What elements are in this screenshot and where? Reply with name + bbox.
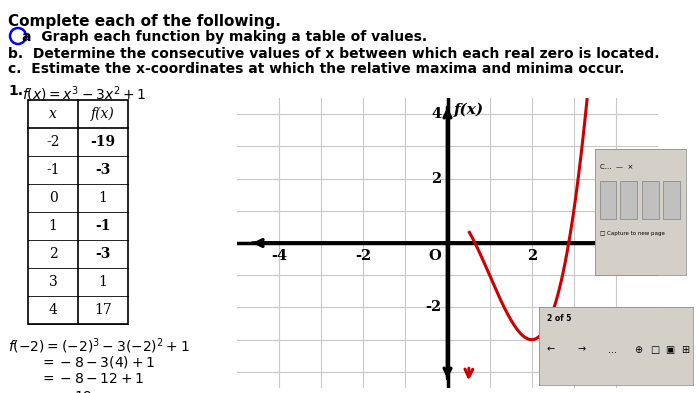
Text: 2: 2: [48, 247, 57, 261]
Text: 4: 4: [48, 303, 57, 317]
Text: 1.: 1.: [8, 84, 23, 98]
Text: 2: 2: [431, 172, 441, 185]
FancyBboxPatch shape: [643, 181, 659, 219]
FancyBboxPatch shape: [599, 181, 616, 219]
Text: x: x: [648, 250, 657, 263]
Bar: [28, 100, 128, 324]
Text: a  Graph each function by making a table of values.: a Graph each function by making a table …: [22, 30, 427, 44]
Text: -2: -2: [425, 300, 441, 314]
Text: -1: -1: [46, 163, 60, 177]
Text: $f(-2) = (-2)^3-3(-2)^2+1$: $f(-2) = (-2)^3-3(-2)^2+1$: [8, 336, 190, 356]
Text: ⊕: ⊕: [634, 345, 643, 355]
Text: 1: 1: [99, 275, 107, 289]
Text: $= -8 -3(4)+1$: $= -8 -3(4)+1$: [40, 354, 155, 370]
Text: $f(x) = x^3 - 3x^2 + 1$: $f(x) = x^3 - 3x^2 + 1$: [22, 84, 146, 104]
Text: 0: 0: [48, 191, 57, 205]
Text: -3: -3: [95, 247, 111, 261]
Text: 3: 3: [48, 275, 57, 289]
Text: c.  Estimate the x-coordinates at which the relative maxima and minima occur.: c. Estimate the x-coordinates at which t…: [8, 62, 624, 76]
Text: C...  —  ×: C... — ×: [599, 164, 633, 171]
Text: -19: -19: [90, 135, 116, 149]
Text: 17: 17: [94, 303, 112, 317]
Text: ...: ...: [608, 345, 617, 355]
Text: ←: ←: [547, 345, 555, 355]
FancyBboxPatch shape: [664, 181, 680, 219]
Text: 4: 4: [431, 107, 441, 121]
Text: Complete each of the following.: Complete each of the following.: [8, 14, 281, 29]
Text: -2: -2: [355, 250, 372, 263]
FancyBboxPatch shape: [620, 181, 637, 219]
Text: -3: -3: [95, 163, 111, 177]
Text: 1: 1: [48, 219, 57, 233]
Text: 2 of 5: 2 of 5: [547, 314, 571, 323]
Text: x: x: [49, 107, 57, 121]
Text: O: O: [428, 250, 441, 263]
Text: -4: -4: [271, 250, 287, 263]
Text: -1: -1: [95, 219, 111, 233]
Text: ▣: ▣: [665, 345, 675, 355]
Text: b.  Determine the consecutive values of x between which each real zero is locate: b. Determine the consecutive values of x…: [8, 47, 659, 61]
Text: →: →: [578, 345, 586, 355]
Text: □: □: [650, 345, 659, 355]
Text: f(x): f(x): [454, 103, 484, 117]
Text: 2: 2: [526, 250, 537, 263]
Text: 4: 4: [611, 250, 621, 263]
Text: $= -19$: $= -19$: [40, 390, 93, 393]
Text: □ Capture to new page: □ Capture to new page: [599, 231, 664, 236]
Text: $= -8 - 12+ 1$: $= -8 - 12+ 1$: [40, 372, 144, 386]
Text: 1: 1: [99, 191, 107, 205]
Text: f(x): f(x): [91, 107, 115, 121]
Text: ⊞: ⊞: [680, 345, 689, 355]
Text: -2: -2: [46, 135, 60, 149]
